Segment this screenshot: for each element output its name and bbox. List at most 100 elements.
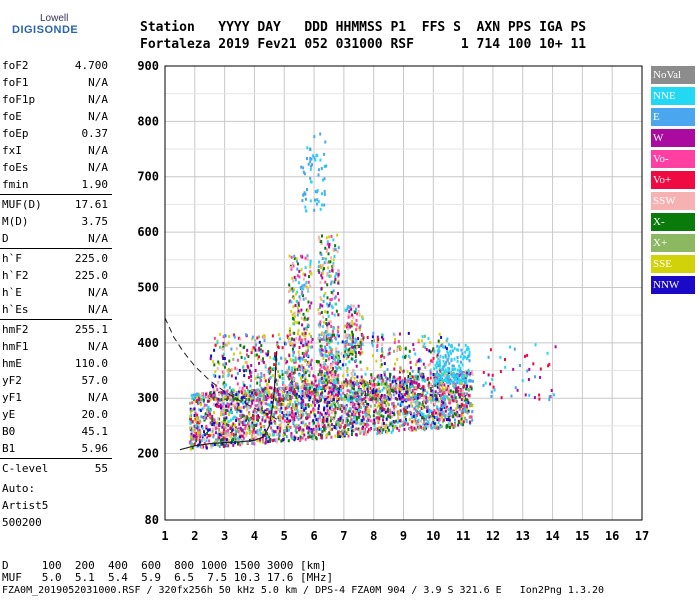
- echo-point: [337, 418, 340, 421]
- echo-point: [344, 398, 347, 402]
- echo-point: [389, 413, 392, 417]
- echo-point: [280, 356, 283, 360]
- echo-point: [289, 341, 292, 345]
- echo-point: [243, 431, 246, 435]
- echo-point: [355, 307, 357, 311]
- echo-point: [262, 394, 265, 398]
- echo-point: [240, 410, 243, 413]
- echo-point: [297, 437, 300, 441]
- echo-point: [355, 328, 358, 332]
- echo-point: [323, 423, 326, 427]
- echo-point: [229, 408, 232, 412]
- echo-point: [387, 414, 390, 418]
- echo-point: [266, 353, 269, 357]
- echo-point: [257, 406, 260, 410]
- echo-point: [289, 372, 292, 376]
- echo-point: [370, 419, 373, 423]
- echo-point: [317, 168, 320, 172]
- echo-point: [294, 360, 297, 364]
- echo-point: [348, 333, 351, 337]
- echo-point: [260, 350, 262, 354]
- echo-point: [351, 384, 354, 388]
- echo-point: [322, 416, 325, 420]
- echo-point: [189, 435, 192, 439]
- echo-point: [290, 309, 293, 313]
- echo-point: [445, 360, 448, 364]
- echo-point: [278, 337, 281, 341]
- echo-point: [318, 379, 320, 383]
- echo-point: [321, 203, 323, 207]
- echo-point: [399, 409, 402, 413]
- echo-point: [443, 370, 446, 374]
- echo-point: [381, 347, 384, 351]
- echo-point: [453, 379, 456, 383]
- echo-point: [327, 411, 330, 415]
- echo-point: [405, 398, 408, 402]
- echo-point: [323, 192, 326, 196]
- param-row: h`E N/A: [0, 284, 112, 301]
- echo-point: [444, 409, 447, 413]
- echo-point: [326, 368, 329, 372]
- echo-point: [443, 383, 446, 387]
- echo-point: [249, 418, 252, 422]
- echo-point: [293, 368, 296, 372]
- echo-point: [329, 428, 332, 432]
- echo-point: [214, 423, 217, 427]
- echo-point: [360, 375, 363, 379]
- echo-point: [387, 396, 390, 399]
- echo-point: [326, 272, 329, 275]
- echo-point: [223, 385, 226, 389]
- echo-point: [205, 416, 208, 420]
- echo-point: [293, 343, 296, 347]
- echo-point: [219, 438, 222, 442]
- echo-point: [408, 349, 411, 353]
- echo-point: [308, 413, 311, 417]
- echo-point: [212, 435, 215, 439]
- echo-point: [214, 343, 217, 347]
- echo-point: [378, 376, 381, 380]
- echo-point: [376, 399, 379, 402]
- echo-point: [320, 365, 323, 369]
- echo-point: [417, 370, 420, 374]
- echo-point: [214, 390, 217, 394]
- echo-point: [328, 391, 330, 394]
- echo-point: [276, 433, 279, 437]
- echo-point: [424, 401, 427, 405]
- echo-point: [326, 296, 329, 300]
- echo-point: [430, 421, 433, 425]
- echo-point: [548, 395, 551, 398]
- echo-point: [223, 365, 226, 369]
- echo-point: [326, 261, 329, 265]
- echo-point: [354, 355, 357, 359]
- echo-point: [509, 345, 512, 349]
- echo-point: [398, 345, 401, 349]
- echo-point: [412, 400, 415, 404]
- echo-point: [216, 388, 219, 392]
- echo-point: [348, 310, 351, 314]
- echo-point: [282, 437, 285, 441]
- echo-point: [193, 434, 196, 438]
- echo-point: [431, 417, 434, 421]
- echo-point: [322, 357, 325, 360]
- echo-point: [304, 197, 307, 201]
- echo-point: [267, 396, 270, 400]
- echo-point: [386, 377, 389, 381]
- echo-point: [310, 381, 313, 385]
- echo-point: [249, 371, 252, 375]
- echo-point: [408, 395, 411, 399]
- param-value: 5.96: [81, 442, 109, 455]
- echo-point: [404, 347, 407, 351]
- echo-point: [209, 397, 212, 401]
- echo-point: [286, 417, 289, 421]
- echo-point: [458, 370, 461, 374]
- echo-point: [310, 335, 313, 339]
- x-tick-label: 16: [605, 529, 619, 543]
- echo-point: [342, 435, 345, 439]
- echo-point: [466, 371, 468, 375]
- echo-point: [385, 404, 388, 408]
- echo-point: [245, 361, 248, 365]
- echo-point: [426, 400, 429, 403]
- echo-point: [460, 417, 463, 421]
- echo-point: [457, 423, 460, 427]
- echo-point: [437, 421, 440, 425]
